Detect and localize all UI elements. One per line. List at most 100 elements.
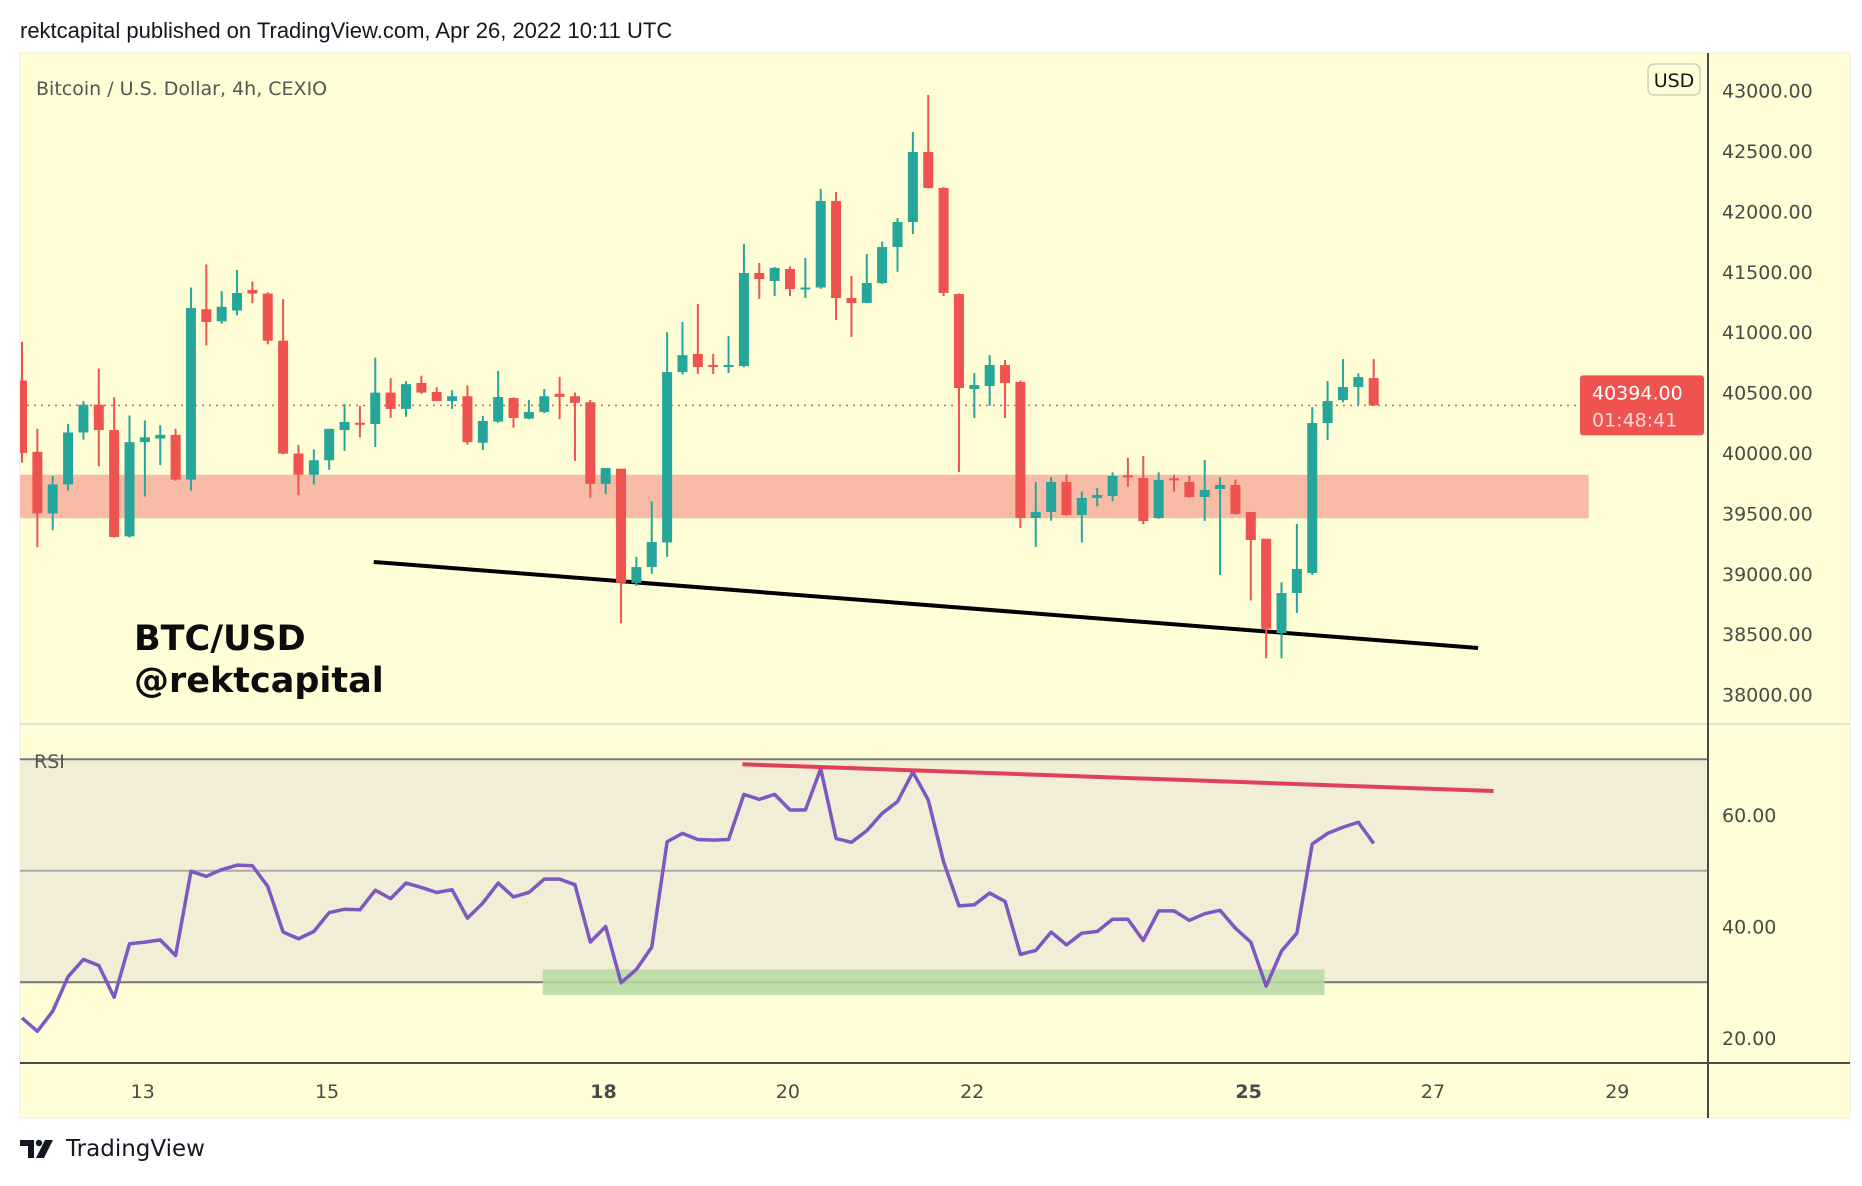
price-axis[interactable]: 38000.00 38500.00 39000.00 39500.00 40000.00… [1722,81,1813,707]
candle [631,556,642,586]
last-price-value: 40394.00 [1592,382,1683,404]
candle [216,291,227,324]
candle-body [324,428,335,461]
candle [78,401,89,440]
candle-body [984,365,995,386]
rsi-tick-label: 40.00 [1722,917,1776,939]
candle-body [938,187,949,293]
candle [139,420,150,497]
candle-body [800,287,811,290]
candle-body [1015,381,1026,518]
rsi-pane[interactable] [20,758,1708,1034]
candle [646,501,657,574]
price-tick-label: 38000.00 [1722,685,1813,707]
candle [754,262,765,299]
time-axis[interactable]: 13 15 18 20 22 25 27 29 [131,1081,1630,1103]
watermark-line2: @rektcapital [134,661,384,701]
candle-body [447,396,458,402]
rsi-trendline[interactable] [742,762,1494,794]
support-zone [20,474,1589,519]
candle-body [170,434,181,480]
candle-body [247,289,258,294]
candle-body [32,451,43,514]
candle [616,468,627,624]
candle [1276,582,1287,659]
price-tick-label: 42500.00 [1722,141,1813,163]
candle [861,254,872,304]
candle-body [1000,365,1011,383]
candle [493,370,504,423]
tradingview-brand: TradingView [66,1136,205,1162]
candle [508,397,519,428]
candle-body [539,396,550,412]
candle [1184,475,1195,498]
candle-body [616,468,627,583]
candle [416,375,427,394]
candle [1107,472,1118,502]
candle-body [477,420,488,443]
candle-body [1261,538,1272,629]
candle-body [462,396,473,443]
candle-body [508,398,519,418]
candle [1368,359,1379,406]
price-trendline[interactable] [373,559,1479,650]
candle [692,303,703,374]
candle-body [278,340,289,454]
candle [370,357,381,447]
candle-body [262,293,273,341]
candle-body [63,432,74,485]
tradingview-logo-icon [20,1139,53,1158]
candle-body [1046,481,1057,512]
candle-body [493,397,504,422]
candle-body [1353,377,1364,388]
candle [278,298,289,455]
candle [339,403,350,451]
candle [815,189,826,289]
candle [1169,474,1179,492]
candle-body [1092,495,1103,498]
candle [462,385,473,445]
candle-body [155,434,166,439]
rsi-axis[interactable]: 20.00 40.00 60.00 [1722,805,1776,1050]
candle-body [723,365,734,368]
candle-body [785,269,795,290]
candle-body [969,384,980,389]
candle [1046,477,1057,521]
candle [1337,359,1348,403]
candle [1291,524,1302,613]
time-tick-label: 25 [1235,1081,1261,1103]
candle [185,287,196,491]
candle [1000,359,1011,418]
price-pane[interactable] [0,94,1708,659]
publish-info: rektcapital published on TradingView.com… [20,18,673,43]
candle-body [831,201,842,299]
candle [969,373,980,418]
candle-body [769,267,780,281]
candle [677,321,688,375]
candle [93,368,104,467]
candle [723,336,734,374]
candle-body [216,306,227,322]
candle-body [708,365,719,368]
candle [800,258,811,299]
candle-body [646,542,657,568]
candle-body [1061,481,1072,515]
candle-body [1153,479,1164,518]
candle-body [923,151,934,188]
candle [293,445,304,496]
candle [401,381,411,417]
tradingview-logo[interactable]: TradingView [20,1136,205,1162]
price-tick-label: 41000.00 [1722,322,1813,344]
candle [232,269,243,316]
candle-body [1122,475,1133,478]
candle-body [293,453,304,475]
candle [354,405,365,438]
currency-badge[interactable]: USD [1647,63,1701,96]
candle [831,192,842,321]
candle-body [201,309,212,322]
candle-body [846,298,857,303]
candle [170,428,181,481]
price-tick-label: 39500.00 [1722,503,1813,525]
candle-body [1199,489,1210,497]
